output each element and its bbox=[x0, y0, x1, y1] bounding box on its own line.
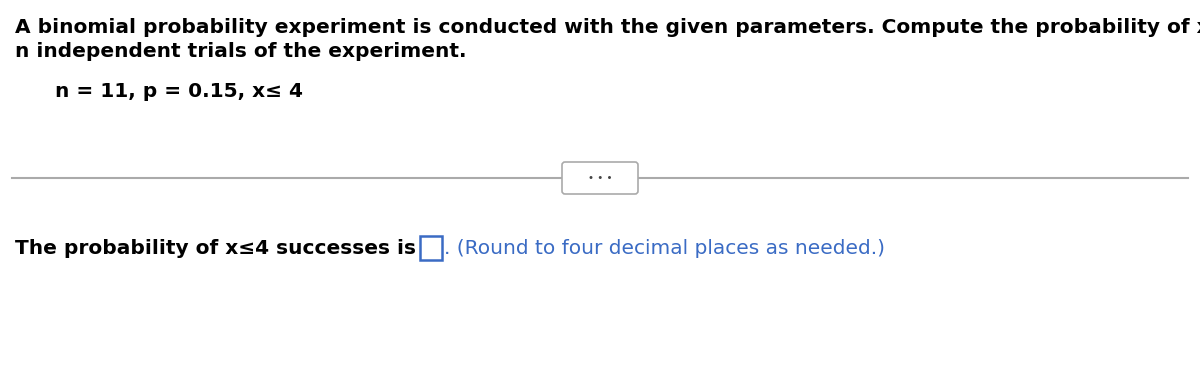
Text: The probability of x≤4 successes is: The probability of x≤4 successes is bbox=[14, 239, 416, 257]
FancyBboxPatch shape bbox=[420, 236, 442, 260]
Text: A binomial probability experiment is conducted with the given parameters. Comput: A binomial probability experiment is con… bbox=[14, 18, 1200, 37]
Text: • • •: • • • bbox=[588, 173, 612, 183]
Text: n independent trials of the experiment.: n independent trials of the experiment. bbox=[14, 42, 467, 61]
Text: . (Round to four decimal places as needed.): . (Round to four decimal places as neede… bbox=[444, 239, 886, 257]
Text: n = 11, p = 0.15, x≤ 4: n = 11, p = 0.15, x≤ 4 bbox=[55, 82, 302, 101]
FancyBboxPatch shape bbox=[562, 162, 638, 194]
